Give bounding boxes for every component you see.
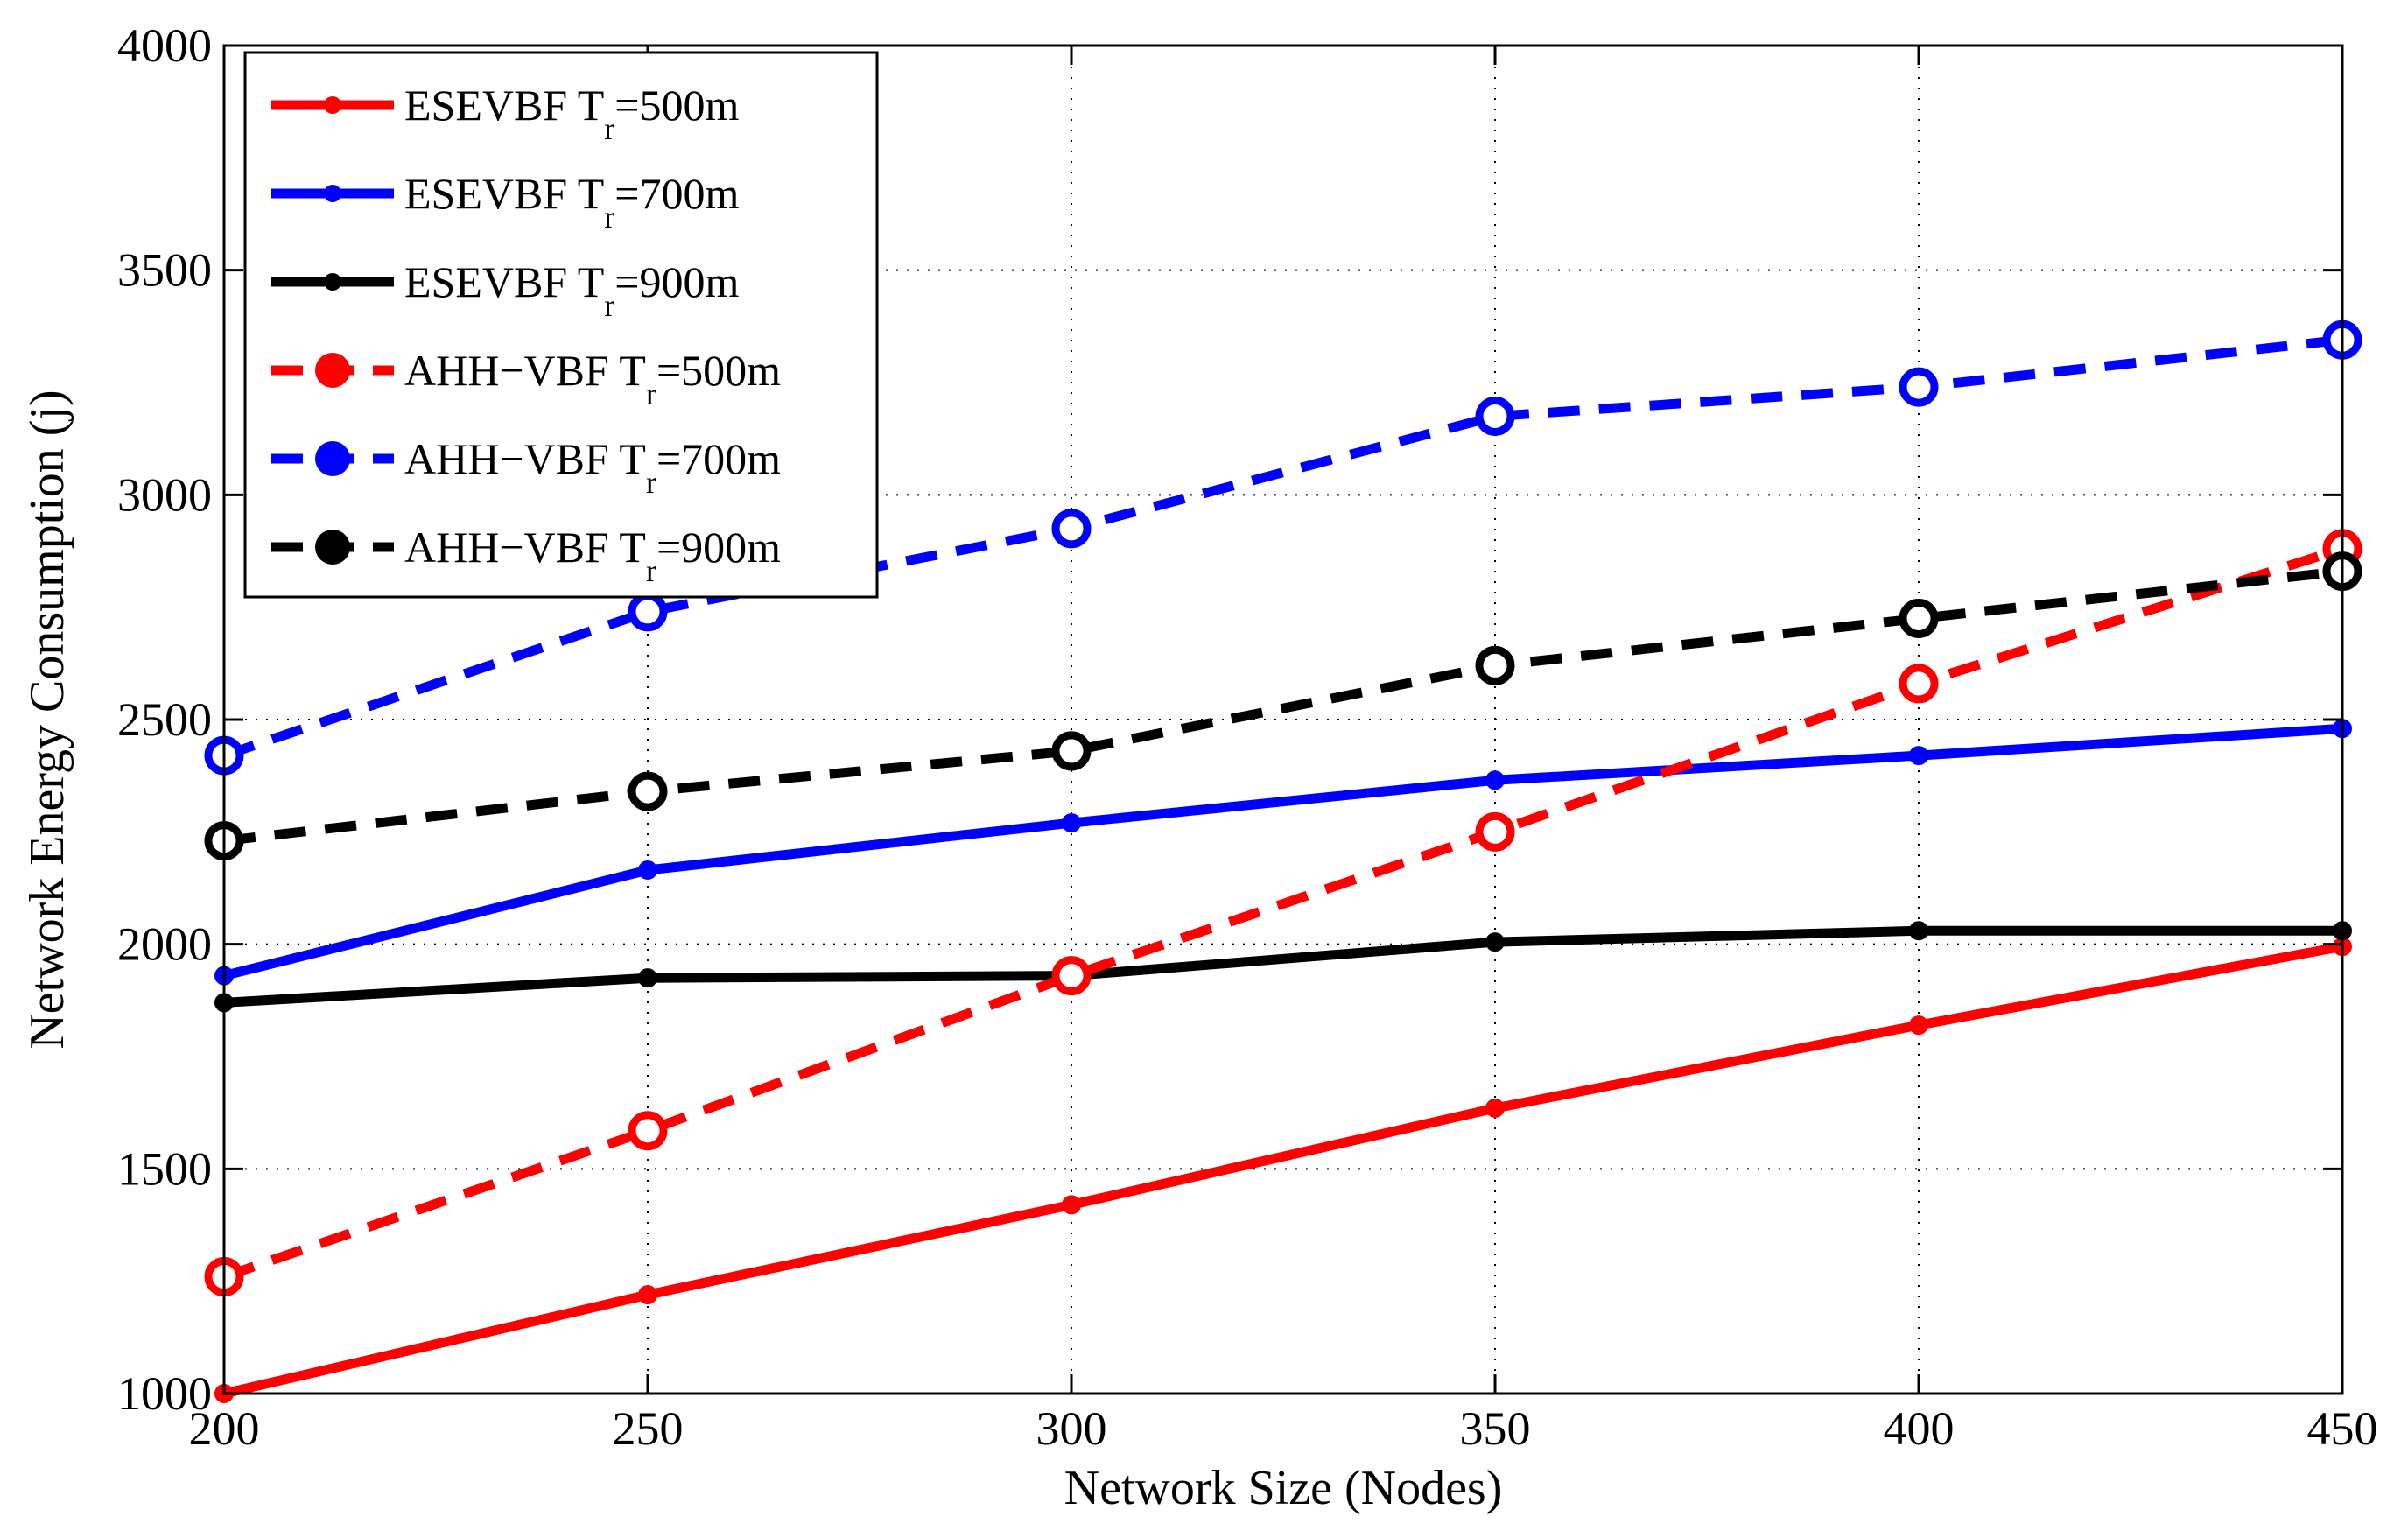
legend-marker: [315, 441, 350, 476]
data-point: [638, 968, 657, 988]
series-line-2: [222, 723, 2343, 980]
y-tick-label: 1000: [117, 1367, 212, 1420]
data-point: [628, 771, 668, 811]
legend-marker: [324, 273, 341, 291]
legend-label: AHH−VBF Tr=500m: [404, 346, 781, 411]
data-point: [1485, 1099, 1505, 1119]
series-layer: [204, 320, 2362, 1403]
y-tick-label: 3000: [117, 468, 212, 521]
x-tick-label: 300: [1036, 1402, 1107, 1455]
series-line-5: [222, 334, 2343, 761]
x-tick-label: 450: [2307, 1402, 2378, 1455]
y-axis-label: Network Energy Consumption (j): [20, 390, 74, 1049]
y-tick-label: 2000: [117, 918, 212, 971]
legend-label: AHH−VBF Tr=700m: [404, 434, 781, 500]
axis-ticks: 200 250 300 350 400 450 1000 1500 2000 2500 3000 35…: [117, 19, 2378, 1455]
y-tick-label: 2500: [117, 693, 212, 746]
data-point: [1062, 813, 1081, 833]
legend-label: AHH−VBF Tr=900m: [404, 523, 781, 588]
data-point: [638, 1285, 657, 1305]
y-tick-label: 3500: [117, 244, 212, 297]
series-line-3: [223, 925, 2342, 1008]
legend-box: [243, 51, 879, 599]
y-tick-label: 1500: [117, 1142, 212, 1195]
y-tick-label: 4000: [117, 19, 212, 72]
legend-marker: [315, 530, 350, 565]
data-point: [1051, 731, 1092, 771]
legend-label: ESEVBF Tr=500m: [404, 81, 739, 146]
x-tick-label: 350: [1460, 1402, 1531, 1455]
x-axis-label: Network Size (Nodes): [1064, 1461, 1503, 1515]
data-point: [1909, 921, 1928, 941]
data-point: [1475, 811, 1515, 852]
data-point: [1899, 664, 1939, 704]
data-point: [1475, 645, 1515, 685]
data-point: [1485, 770, 1505, 790]
data-point: [1909, 746, 1928, 766]
data-point: [1475, 397, 1515, 436]
data-point: [1899, 367, 1939, 407]
legend-marker: [315, 353, 350, 388]
data-point: [628, 592, 668, 632]
legend: ESEVBF Tr=500m ESEVBF Tr=700m ESEVBF Tr=90…: [243, 51, 879, 599]
data-point: [1051, 956, 1092, 996]
grid-lines: [224, 46, 2342, 1394]
series-line-4: [222, 544, 2344, 1282]
x-tick-label: 400: [1884, 1402, 1955, 1455]
data-point: [1485, 932, 1505, 952]
data-point: [1899, 599, 1939, 638]
legend-label: ESEVBF Tr=700m: [404, 169, 739, 235]
data-point: [628, 1111, 668, 1151]
x-tick-label: 200: [189, 1402, 260, 1455]
data-point: [638, 860, 657, 880]
data-point: [1062, 1195, 1081, 1215]
data-point: [1051, 509, 1092, 549]
legend-marker: [324, 96, 341, 114]
data-point: [1909, 1015, 1928, 1036]
series-line-6: [223, 566, 2343, 846]
legend-label: ESEVBF Tr=900m: [404, 257, 739, 323]
legend-marker: [324, 185, 341, 202]
series-line-1: [222, 941, 2344, 1399]
x-tick-label: 250: [613, 1402, 684, 1455]
